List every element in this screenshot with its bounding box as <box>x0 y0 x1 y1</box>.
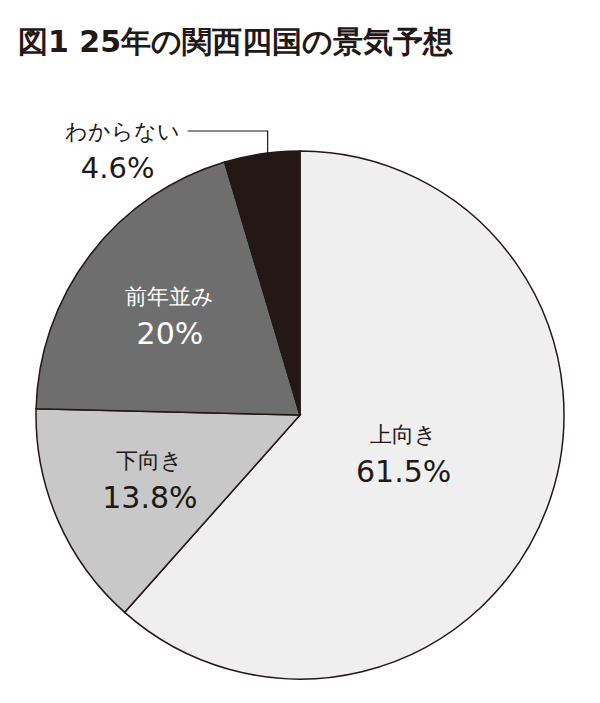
svg-text:前年並み: 前年並み <box>125 284 214 309</box>
svg-text:61.5%: 61.5% <box>356 454 451 489</box>
svg-text:13.8%: 13.8% <box>102 480 197 515</box>
svg-text:下向き: 下向き <box>116 448 183 473</box>
svg-text:20%: 20% <box>137 316 204 351</box>
svg-text:わからない: わからない <box>65 119 180 144</box>
html-text:図1 25年の関西四国の景気予想: 図1 25年の関西四国の景気予想 <box>18 24 454 59</box>
svg-text:上向き: 上向き <box>370 422 437 447</box>
svg-text:4.6%: 4.6% <box>81 151 155 185</box>
